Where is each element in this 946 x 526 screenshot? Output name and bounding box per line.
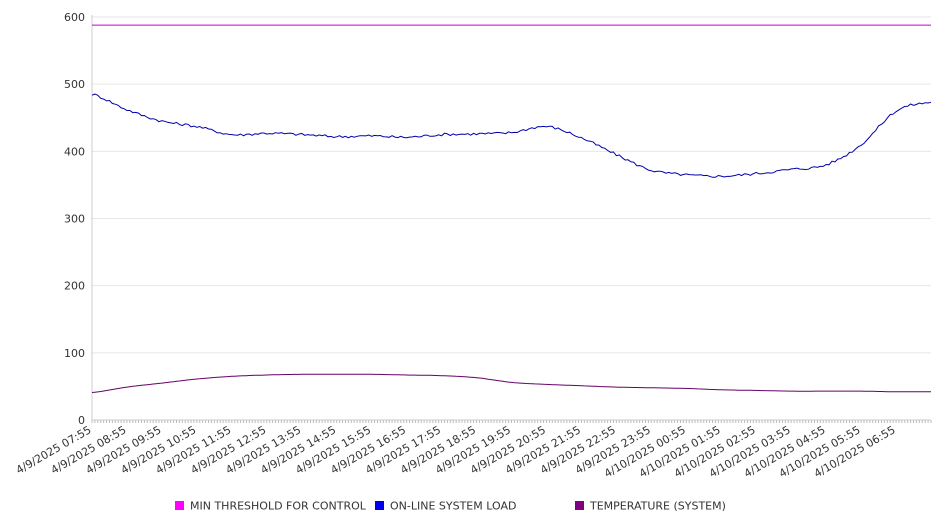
legend-entry-label: ON-LINE SYSTEM LOAD — [390, 500, 516, 513]
legend-swatch — [375, 501, 384, 510]
series-line-1 — [91, 93, 932, 178]
legend-entry-label: TEMPERATURE (SYSTEM) — [589, 500, 726, 513]
y-axis-ticks: 0 100 200 300 400 500 600 — [64, 11, 85, 427]
grid — [92, 16, 931, 354]
legend-swatch — [575, 501, 584, 510]
x-axis-ticks: 4/9/2025 07:554/9/2025 08:554/9/2025 09:… — [14, 423, 898, 480]
y-tick-label: 300 — [64, 213, 85, 226]
y-tick-label: 500 — [64, 78, 85, 91]
y-tick-label: 400 — [64, 145, 85, 158]
y-tick-label: 0 — [78, 414, 85, 427]
y-tick-label: 600 — [64, 11, 85, 24]
legend-swatch — [175, 501, 184, 510]
series-lines — [91, 24, 932, 393]
axes — [91, 15, 932, 423]
y-tick-label: 200 — [64, 280, 85, 293]
series-line-2 — [91, 373, 931, 393]
legend: MIN THRESHOLD FOR CONTROL ON-LINE SYSTEM … — [175, 500, 726, 513]
y-tick-label: 100 — [64, 347, 85, 360]
legend-entry-label: MIN THRESHOLD FOR CONTROL — [190, 500, 367, 513]
